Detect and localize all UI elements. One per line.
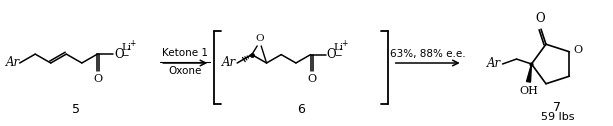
Text: O: O xyxy=(255,34,264,43)
Text: O: O xyxy=(327,48,336,61)
Text: O: O xyxy=(573,45,582,55)
Text: −: − xyxy=(121,50,129,59)
Text: +: + xyxy=(129,39,135,48)
Text: Ar: Ar xyxy=(487,57,501,70)
Polygon shape xyxy=(527,64,531,82)
Text: +: + xyxy=(341,39,348,48)
Text: −: − xyxy=(333,51,341,60)
Text: O: O xyxy=(115,48,124,61)
Text: Ketone 1: Ketone 1 xyxy=(162,48,208,58)
Text: 6: 6 xyxy=(297,103,305,116)
Text: Li: Li xyxy=(333,43,344,52)
Text: 59 lbs: 59 lbs xyxy=(541,112,574,122)
Text: 7: 7 xyxy=(554,101,562,114)
Text: Li: Li xyxy=(121,43,131,52)
Text: 63%, 88% e.e.: 63%, 88% e.e. xyxy=(390,49,465,59)
Text: O: O xyxy=(307,74,316,84)
Text: OH: OH xyxy=(519,86,538,96)
Text: 5: 5 xyxy=(72,103,80,116)
Text: Ar: Ar xyxy=(6,56,20,70)
Text: O: O xyxy=(94,74,103,84)
Text: Oxone: Oxone xyxy=(169,66,202,76)
Text: O: O xyxy=(535,12,545,25)
Text: Ar: Ar xyxy=(222,56,237,70)
